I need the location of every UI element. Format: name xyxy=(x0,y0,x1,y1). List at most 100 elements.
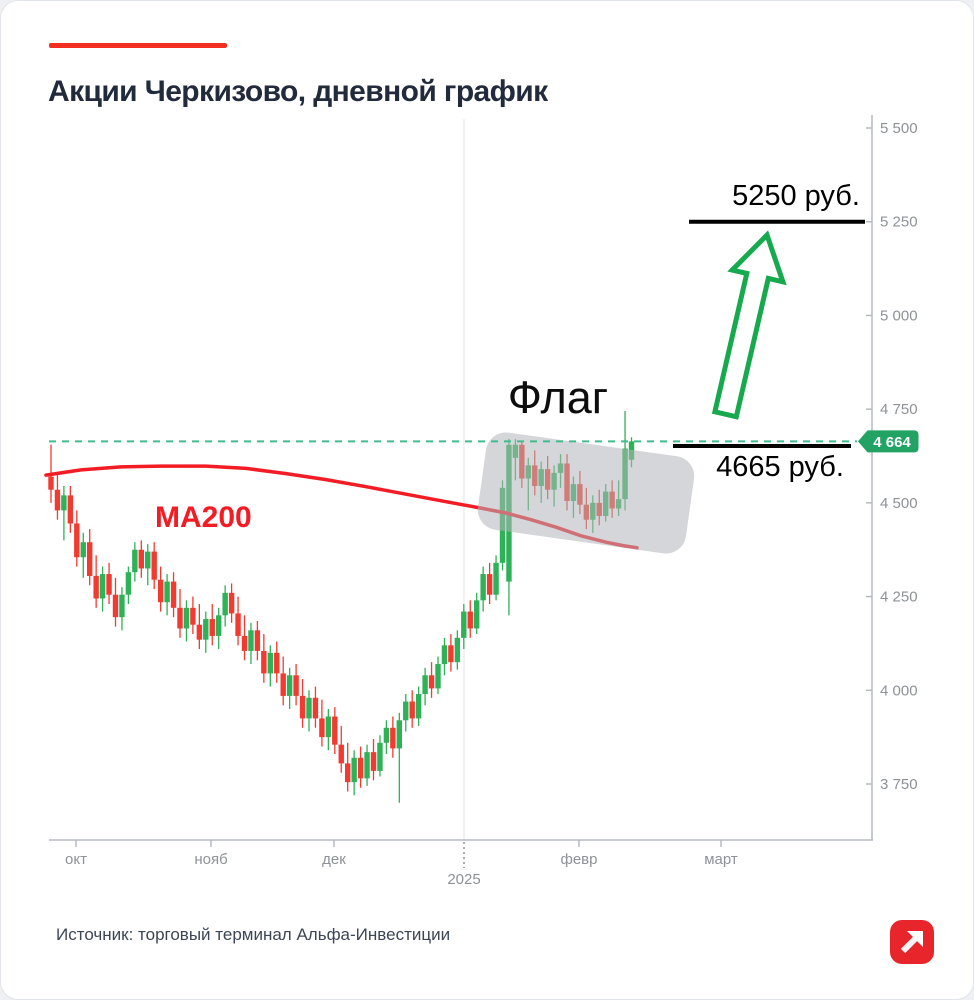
candle-body xyxy=(409,701,415,719)
candle-body xyxy=(422,675,428,695)
candle-body xyxy=(132,549,138,573)
candle-body xyxy=(74,523,80,558)
candle-body xyxy=(228,592,235,614)
candle-body xyxy=(203,619,209,640)
y-tick-label: 4 500 xyxy=(880,495,918,512)
y-axis: 5 500 5 250 5 000 4 750 4 500 4 250 4 000 3 750 xyxy=(866,115,918,840)
candle-body xyxy=(428,675,435,689)
candle-body xyxy=(267,652,273,674)
y-tick-label: 4 000 xyxy=(880,682,918,699)
candle-body xyxy=(151,551,157,580)
candle-body xyxy=(177,607,183,629)
y-tick-label: 4 750 xyxy=(880,401,918,418)
candle-body xyxy=(293,675,299,696)
candle-body xyxy=(254,630,261,651)
candle-body xyxy=(338,744,344,764)
flag-pattern-label: Флаг xyxy=(507,372,609,423)
candle-body xyxy=(332,716,338,745)
x-tick-label: окт xyxy=(65,851,87,868)
candle-body xyxy=(125,572,132,595)
x-tick-label: февр xyxy=(561,851,598,868)
up-breakout-arrow xyxy=(711,230,787,420)
candle-body xyxy=(93,575,99,599)
candle-body xyxy=(383,727,390,743)
candle-body xyxy=(415,694,422,719)
candle-body xyxy=(87,542,93,576)
candle-body xyxy=(235,613,241,636)
candle-body xyxy=(261,650,267,674)
x-tick-label: дек xyxy=(322,851,346,868)
candle-body xyxy=(390,727,396,749)
candle-body xyxy=(54,489,61,511)
x-tick-label-year: 2025 xyxy=(447,871,480,888)
x-axis: окт нояб дек 2025 февр март xyxy=(49,839,873,888)
candle-body xyxy=(461,611,467,638)
page-title: Акции Черкизово, дневной график xyxy=(48,75,548,108)
candle-body xyxy=(486,574,493,595)
source-caption: Источник: торговый терминал Альфа-Инвест… xyxy=(56,925,451,944)
candle-body xyxy=(216,615,222,636)
candle-body xyxy=(403,701,409,721)
candle-body xyxy=(170,581,177,608)
x-tick-label: нояб xyxy=(194,851,227,868)
candle-body xyxy=(319,718,325,738)
candle-body xyxy=(364,752,370,779)
candle-body xyxy=(67,495,74,524)
y-tick-label: 5 000 xyxy=(880,307,918,324)
candle-body xyxy=(286,675,293,696)
candle-body xyxy=(357,757,364,779)
candle-body xyxy=(183,607,190,629)
accent-bar xyxy=(49,43,227,48)
candle-body xyxy=(467,611,473,629)
candle-body xyxy=(493,562,499,595)
alfa-arrow-icon xyxy=(890,920,934,964)
candle-body xyxy=(196,624,203,640)
candle-body xyxy=(138,549,144,569)
y-tick-label: 3 750 xyxy=(880,776,918,793)
candle-body xyxy=(396,720,402,749)
support-level-label: 4665 руб. xyxy=(716,451,844,483)
candle-body xyxy=(441,645,448,665)
candle-body xyxy=(377,742,383,771)
candle-body xyxy=(370,752,377,771)
candle-body xyxy=(325,716,332,738)
y-tick-label: 5 250 xyxy=(880,214,918,231)
target-level-label: 5250 руб. xyxy=(732,180,860,212)
candle-body xyxy=(299,695,306,719)
candle-body xyxy=(345,763,351,783)
candle-body xyxy=(106,574,112,595)
candle-body xyxy=(454,637,461,663)
candle-body xyxy=(145,551,151,569)
candle-body xyxy=(274,652,280,674)
candle-body xyxy=(190,607,196,625)
candle-body xyxy=(80,542,86,558)
candle-body xyxy=(112,594,119,618)
candle-body xyxy=(241,635,248,651)
price-badge-label: 4 664 xyxy=(873,434,911,451)
y-tick-label: 5 500 xyxy=(880,120,918,137)
candle-body xyxy=(209,619,215,636)
candle-body xyxy=(280,673,286,696)
candle-body xyxy=(312,697,319,719)
candle-body xyxy=(157,579,164,603)
flag-shape xyxy=(477,432,695,554)
candle-body xyxy=(351,757,357,783)
candle-body xyxy=(448,645,454,663)
candle-body xyxy=(306,697,312,719)
candle-body xyxy=(61,495,67,511)
candle-body xyxy=(480,574,486,601)
arrow-up-right-glyph xyxy=(900,931,923,954)
ma200-label: MA200 xyxy=(155,501,252,534)
candle-body xyxy=(248,630,254,651)
y-tick-label: 4 250 xyxy=(880,589,918,606)
candle-body xyxy=(119,594,125,618)
x-tick-label: март xyxy=(704,851,738,868)
candle-body xyxy=(164,581,170,603)
candle-body xyxy=(48,476,54,490)
price-badge: 4 664 xyxy=(858,430,919,453)
candle-body xyxy=(435,664,441,689)
candle-body xyxy=(222,592,228,616)
candle-body xyxy=(99,574,106,599)
